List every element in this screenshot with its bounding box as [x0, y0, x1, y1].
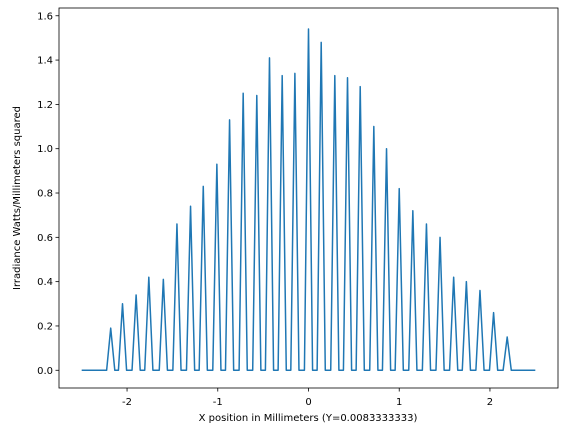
y-tick-label: 0.8	[37, 189, 53, 200]
x-tick-label: 0	[305, 397, 311, 408]
x-tick-label: -2	[122, 397, 132, 408]
y-tick-label: 1.2	[37, 100, 53, 111]
y-tick-label: 1.4	[37, 56, 53, 67]
y-tick-label: 1.0	[37, 144, 53, 155]
y-tick-label: 0.0	[37, 366, 53, 377]
x-tick-label: -1	[213, 397, 223, 408]
y-tick-label: 0.2	[37, 321, 53, 332]
y-tick-label: 0.6	[37, 233, 53, 244]
y-tick-label: 1.6	[37, 11, 53, 22]
y-tick-label: 0.4	[37, 277, 53, 288]
line-series	[81, 28, 536, 372]
x-axis-label: X position in Millimeters (Y=0.008333333…	[199, 413, 418, 424]
x-tick-label: 1	[396, 397, 402, 408]
plot-frame	[58, 7, 559, 389]
y-axis-label: Irradiance Watts/Millimeters squared	[12, 106, 23, 290]
x-tick-label: 2	[487, 397, 493, 408]
